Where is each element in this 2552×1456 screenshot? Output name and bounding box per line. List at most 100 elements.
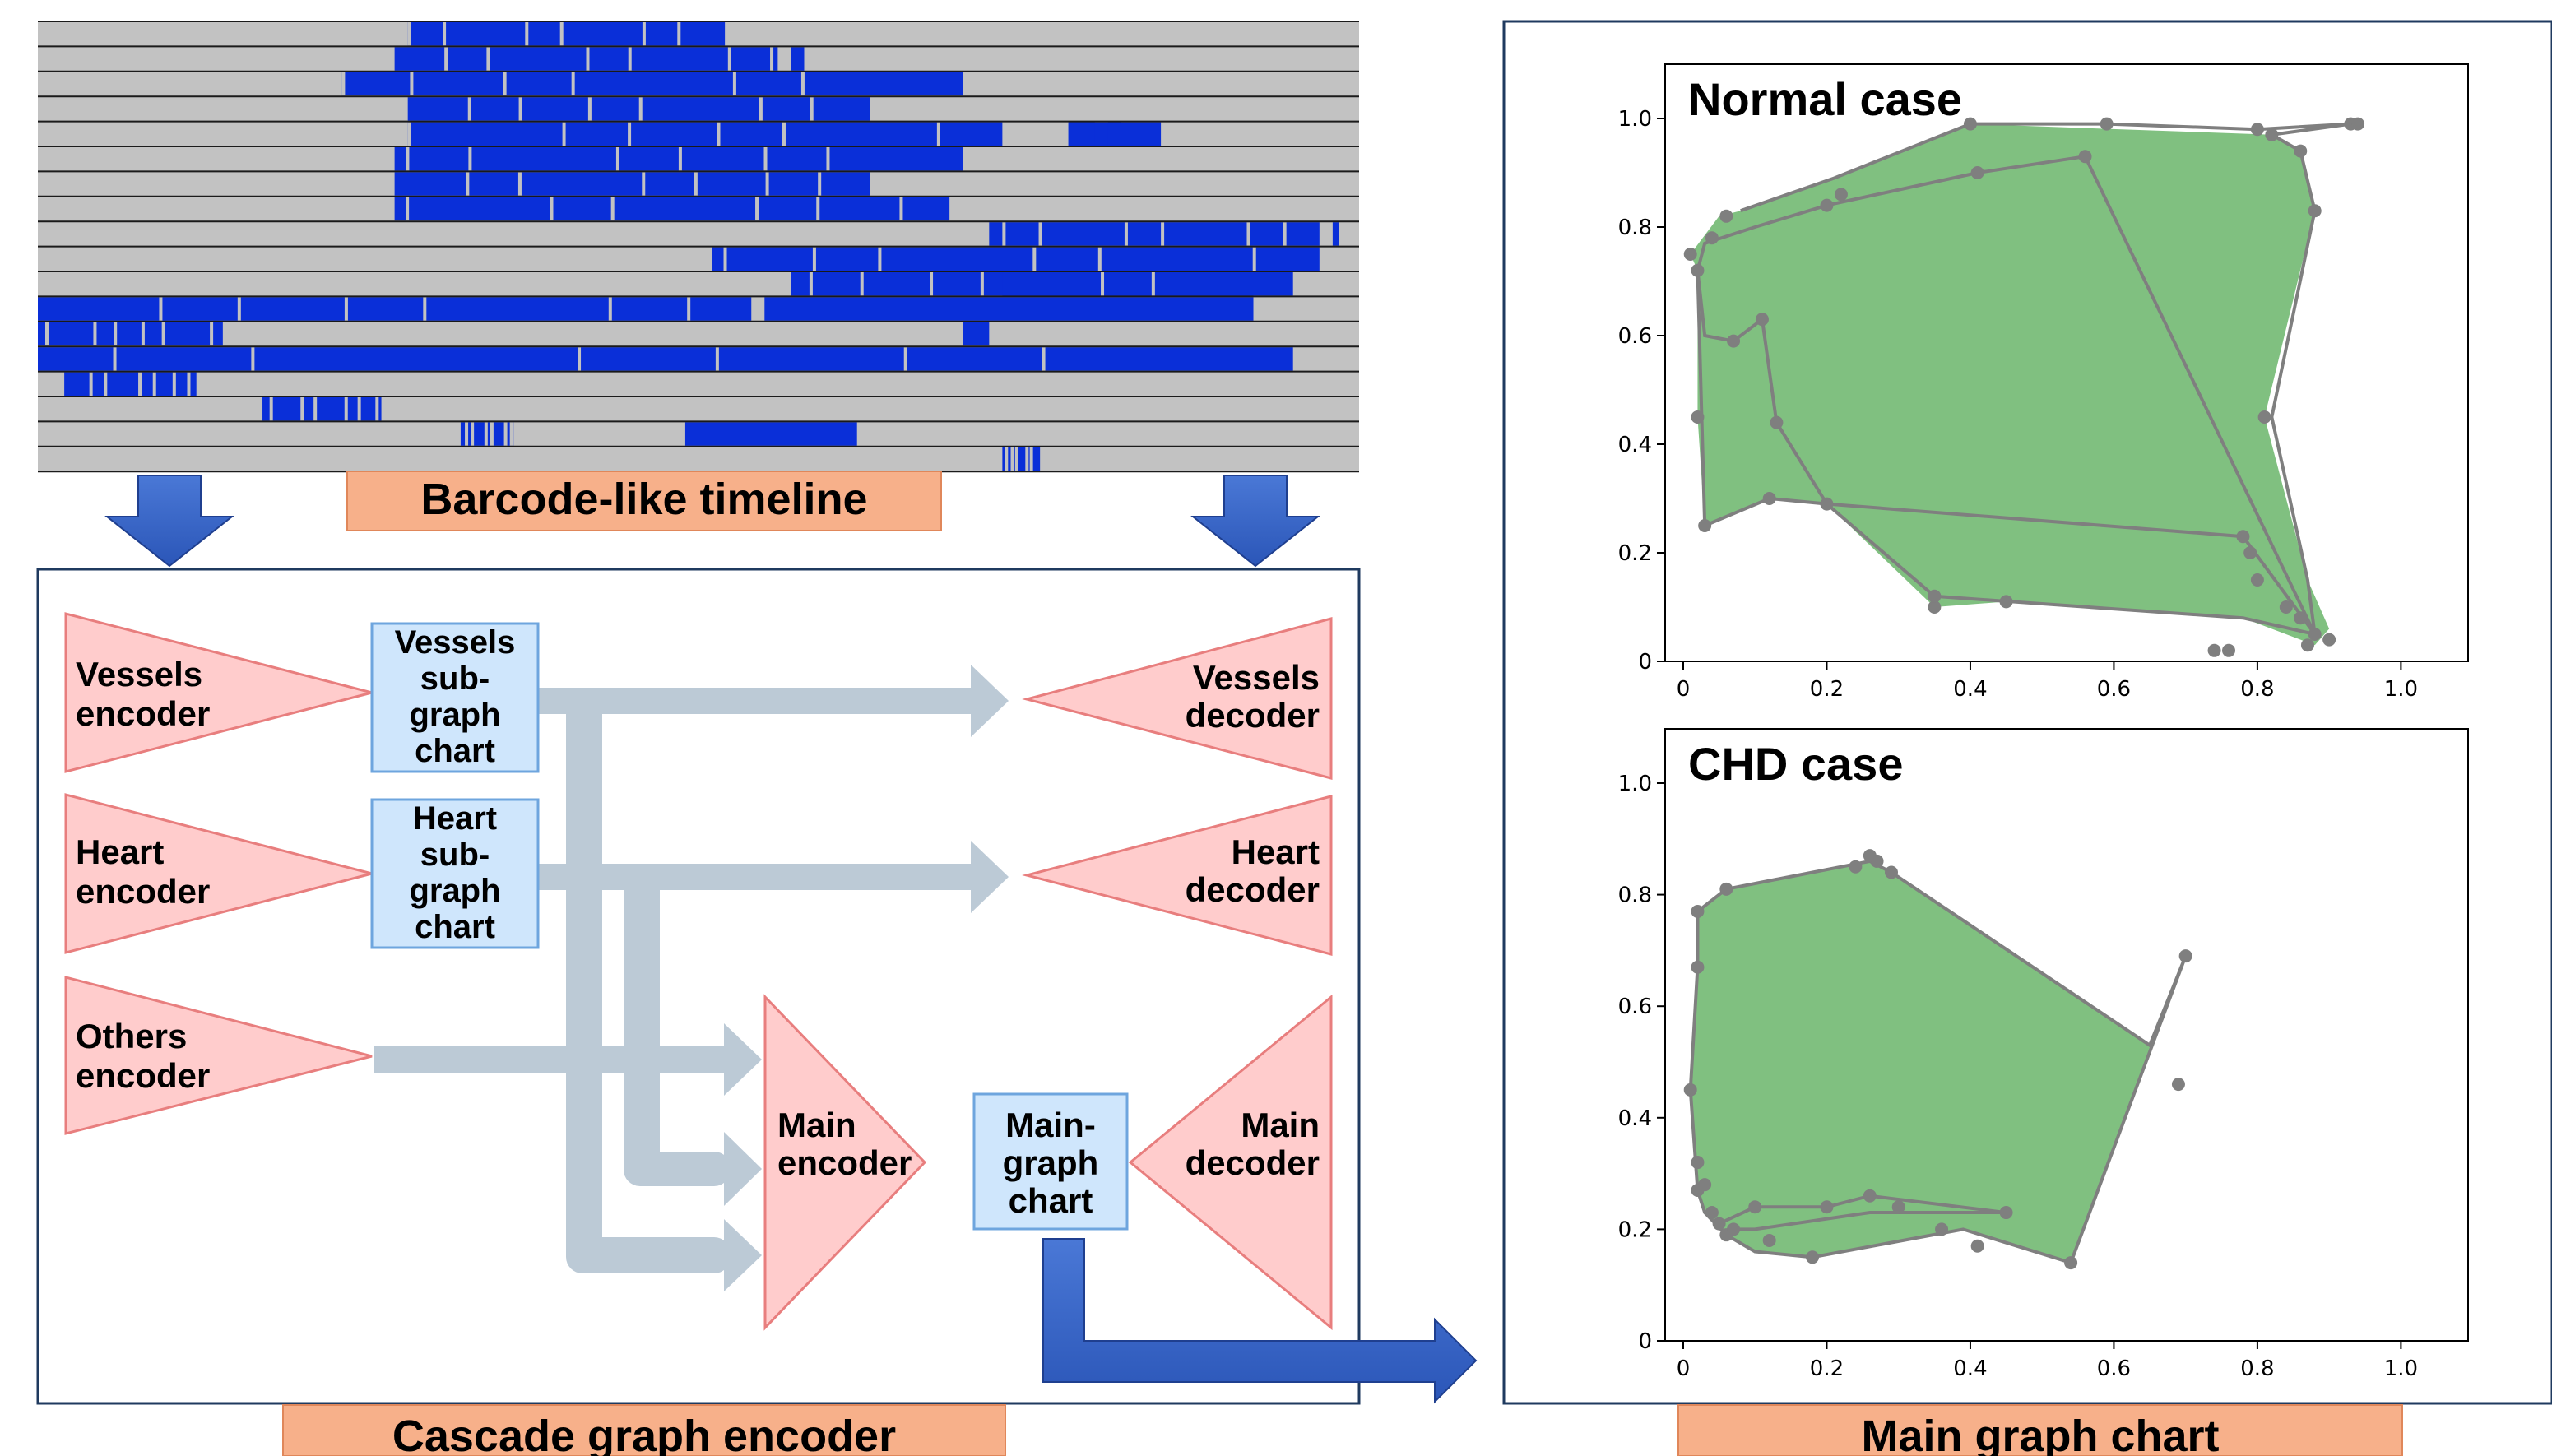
graph-node: [1963, 117, 1977, 131]
chart-normal: Normal case 0 0.2 0.4 0.6 0.8 1.0 0 0.2 0.4 0.6 0.8…: [1618, 63, 2469, 702]
barcode-label: Barcode-like timeline: [420, 475, 867, 524]
barcode-gap: [763, 147, 768, 171]
x-tick-label: 0.2: [1810, 1356, 1844, 1381]
y-tick-label: 0.4: [1618, 433, 1652, 457]
barcode-bar: [1002, 447, 1042, 471]
graph-node: [2243, 546, 2257, 559]
graph-node: [1820, 198, 1834, 212]
barcode-gap: [615, 147, 619, 171]
graph-node: [1683, 248, 1697, 261]
y-tick-label: 0.2: [1618, 541, 1652, 566]
graph-path: [1688, 859, 2188, 1265]
barcode-gap: [1032, 247, 1037, 271]
graph-node: [1691, 410, 1705, 424]
graph-node: [2222, 643, 2236, 657]
graph-node: [1935, 1222, 1949, 1236]
graph-node: [1727, 334, 1741, 348]
barcode-bar: [684, 422, 857, 446]
barcode-bar: [394, 197, 950, 221]
barcode-gap: [1038, 222, 1042, 246]
barcode-bar: [1332, 222, 1339, 246]
barcode-gap: [638, 97, 643, 121]
barcode-gap: [628, 47, 632, 71]
graph-node: [2207, 643, 2221, 657]
main-decoder: [1128, 994, 1333, 1331]
barcode-gap: [444, 47, 448, 71]
barcode-gap: [903, 347, 907, 371]
barcode-gap: [114, 322, 118, 346]
x-tick-label: 0.6: [2097, 1356, 2131, 1381]
barcode-gap: [1097, 247, 1102, 271]
barcode-gap: [490, 422, 494, 446]
graph-node: [1719, 209, 1733, 223]
barcode-gap: [587, 97, 592, 121]
graph-inner-path: [1718, 1194, 2007, 1231]
barcode-gap: [610, 197, 615, 221]
barcode-bar: [341, 72, 963, 96]
vessels-subgraph-label-1: Vessels: [395, 624, 516, 661]
main-decoder-label-1: Main: [1241, 1106, 1320, 1144]
barcode-gap: [159, 297, 163, 321]
graph-node: [1999, 1206, 2013, 1220]
graph-node: [2308, 204, 2322, 218]
y-tick-label: 1.0: [1618, 107, 1652, 132]
barcode-bar: [1107, 122, 1162, 146]
main-decoder-label-2: decoder: [1186, 1143, 1320, 1182]
graph-node: [1834, 188, 1848, 202]
barcode-gap: [1040, 447, 1044, 471]
barcode-gap: [1014, 447, 1018, 471]
barcode-gap: [471, 422, 475, 446]
heart-encoder: [64, 793, 373, 954]
barcode-bar: [989, 222, 1320, 246]
barcode-gap: [732, 72, 736, 96]
graph-node: [2322, 633, 2336, 647]
barcode-gap: [878, 247, 882, 271]
vessels-decoder-label-2: decoder: [1186, 696, 1320, 735]
graph-node: [2294, 144, 2308, 158]
barcode-gap: [818, 172, 822, 196]
heart-subgraph-label-3: graph: [409, 873, 500, 909]
graph-node: [2300, 638, 2314, 652]
barcode-gap: [759, 97, 763, 121]
barcode-gap: [1029, 447, 1033, 471]
barcode-gap: [465, 422, 469, 446]
barcode-gap: [687, 297, 691, 321]
barcode-gap: [1124, 222, 1128, 246]
barcode-gap: [800, 72, 805, 96]
barcode-gap: [1101, 272, 1105, 296]
x-tick-label: 0.4: [1953, 677, 1987, 702]
heart-subgraph-label-4: chart: [415, 909, 495, 945]
barcode-gap: [980, 272, 984, 296]
chart-title: CHD case: [1688, 738, 1903, 790]
graph-node: [1698, 1178, 1712, 1192]
vessels-encoder-label-1: Vessels: [76, 655, 202, 693]
heart-encoder-label-1: Heart: [76, 832, 164, 871]
chart-panel-label: Main graph chart: [1861, 1412, 2219, 1456]
barcode-gap: [727, 47, 731, 71]
y-tick-label: 0: [1638, 1329, 1652, 1354]
graph-node: [2078, 150, 2092, 164]
others-encoder-label-2: encoder: [76, 1056, 210, 1095]
x-tick-label: 0: [1677, 677, 1691, 702]
barcode-gap: [559, 22, 564, 46]
barcode-gap: [578, 347, 582, 371]
barcode-gap: [586, 47, 590, 71]
x-tick-label: 0: [1677, 1356, 1691, 1381]
barcode-gap: [300, 397, 304, 421]
barcode-gap: [1010, 447, 1014, 471]
barcode-timeline: [38, 21, 1359, 473]
barcode-gap: [571, 72, 575, 96]
barcode-gap: [642, 172, 646, 196]
barcode-gap: [770, 47, 774, 71]
graph-node: [1849, 860, 1863, 874]
barcode-gap: [677, 22, 681, 46]
main-encoder-label-2: encoder: [777, 1143, 912, 1182]
barcode-gap: [517, 172, 522, 196]
graph-node: [1712, 1217, 1726, 1231]
barcode-gap: [755, 197, 759, 221]
barcode-gap: [930, 272, 934, 296]
graph-node: [1928, 589, 1942, 603]
barcode-bar: [38, 347, 1293, 371]
heart-decoder-label-1: Heart: [1232, 832, 1320, 871]
barcode-gap: [210, 322, 214, 346]
